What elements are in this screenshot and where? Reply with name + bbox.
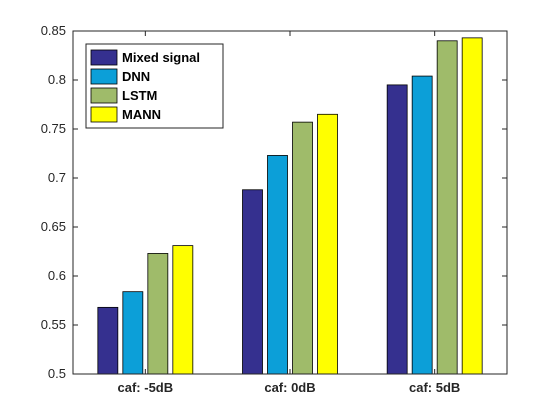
bar-mann: [317, 113, 338, 375]
y-tick-label: 0.65: [41, 219, 66, 234]
bar-dnn: [411, 75, 433, 375]
y-tick-label: 0.55: [41, 317, 66, 332]
x-axis: caf: -5dB caf: 0dB caf: 5dB: [118, 31, 460, 395]
y-tick-label: 0.85: [41, 23, 66, 38]
legend-label: DNN: [122, 69, 150, 84]
legend-swatch: [90, 106, 118, 123]
x-tick-label: caf: -5dB: [118, 380, 174, 395]
legend-swatch: [90, 68, 118, 85]
y-axis: 0.5 0.55 0.6 0.65 0.7 0.75 0.8 0.85: [41, 23, 507, 381]
y-tick-label: 0.6: [48, 268, 66, 283]
legend-label: LSTM: [122, 88, 157, 103]
x-tick-label: caf: 5dB: [409, 380, 460, 395]
legend-swatch: [90, 49, 118, 66]
y-tick-label: 0.7: [48, 170, 66, 185]
bar-lstm: [292, 121, 313, 375]
legend-label: MANN: [122, 107, 161, 122]
bar-mann: [172, 245, 194, 375]
bar-dnn: [267, 155, 288, 375]
bar-mann: [461, 37, 483, 375]
x-tick-label: caf: 0dB: [264, 380, 315, 395]
bar-lstm: [147, 253, 169, 375]
legend-label: Mixed signal: [122, 50, 200, 65]
bar-mixed-signal: [242, 189, 263, 375]
bar-lstm: [436, 40, 458, 375]
legend-swatch: [90, 87, 118, 104]
bars-group: [97, 37, 483, 375]
legend: Mixed signal DNN LSTM MANN: [85, 43, 224, 129]
bar-dnn: [122, 291, 144, 375]
y-tick-label: 0.8: [48, 72, 66, 87]
bar-mixed-signal: [386, 84, 408, 375]
bar-mixed-signal: [97, 306, 119, 375]
y-tick-label: 0.75: [41, 121, 66, 136]
y-tick-label: 0.5: [48, 366, 66, 381]
